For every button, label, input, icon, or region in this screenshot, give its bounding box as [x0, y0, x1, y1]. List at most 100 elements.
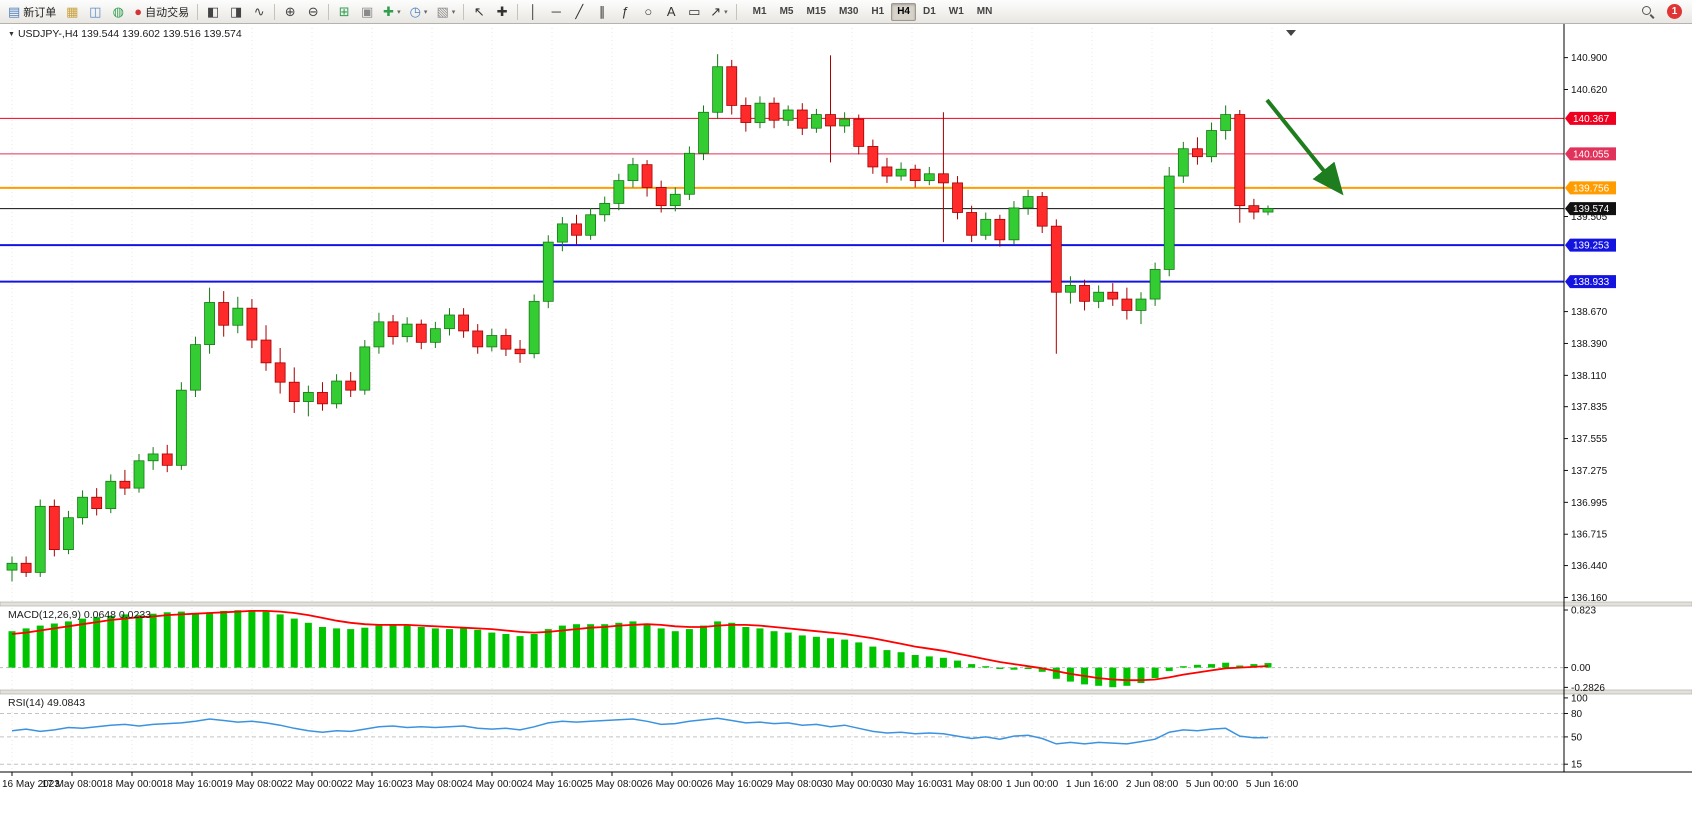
chart-window-button[interactable]: ▦ [61, 2, 83, 22]
text-icon: A [666, 4, 676, 19]
macd-histogram-bar [572, 624, 580, 668]
new-order-icon: ▤ [8, 4, 21, 19]
fibonacci-tool-button[interactable]: ƒ [614, 2, 636, 22]
timeframe-mn-button[interactable]: MN [971, 3, 999, 21]
text-tool-button[interactable]: A [660, 2, 682, 22]
macd-histogram-bar [657, 628, 665, 668]
search-button[interactable] [1637, 2, 1659, 22]
collapse-chart-icon[interactable]: ▼ [8, 31, 15, 38]
macd-histogram-bar [869, 646, 877, 668]
candle-body [825, 114, 836, 127]
candle-body [994, 218, 1006, 241]
candle-body [768, 102, 780, 121]
label-tool-button[interactable]: ▭ [683, 2, 705, 22]
candle-body [726, 66, 738, 106]
candle-body [811, 114, 822, 129]
notification-badge[interactable]: 1 [1667, 4, 1682, 19]
candle-body [161, 453, 173, 466]
market-watch-button[interactable]: ◍ [107, 2, 129, 22]
macd-histogram-bar [488, 632, 496, 668]
candle-body [627, 164, 639, 182]
periods-button[interactable]: ◷ ▾ [406, 2, 432, 22]
horizontal-line-tool-button[interactable]: ─ [545, 2, 567, 22]
trend-arrow-annotation[interactable] [1265, 98, 1344, 196]
zoom-in-button[interactable]: ⊕ [279, 2, 301, 22]
arrows-tool-button[interactable]: ↗ ▾ [706, 2, 731, 22]
candle-body [1107, 291, 1119, 300]
macd-histogram-bar [121, 614, 129, 668]
timeframe-d1-button[interactable]: D1 [917, 3, 942, 21]
timeframe-m1-button[interactable]: M1 [747, 3, 773, 21]
crosshair-tool-button[interactable]: ✚ [491, 2, 513, 22]
macd-histogram-bar [220, 610, 228, 668]
chart-ohlc-values: 139.544 139.602 139.516 139.574 [78, 28, 242, 40]
macd-histogram-bar [163, 612, 171, 668]
profile-button[interactable]: ◫ [84, 2, 106, 22]
candle-body [246, 307, 258, 341]
macd-histogram-bar [883, 650, 891, 668]
macd-axis-label: 0.823 [1571, 605, 1596, 616]
macd-histogram-bar [318, 627, 326, 668]
time-label: 18 May 16:00 [162, 779, 223, 790]
rsi-axis-label: 100 [1571, 693, 1588, 704]
zoom-out-button[interactable]: ⊖ [302, 2, 324, 22]
macd-histogram-bar [601, 624, 609, 668]
channel-tool-button[interactable]: ∥ [591, 2, 613, 22]
timeframe-h4-button[interactable]: H4 [891, 2, 916, 21]
candle-body [754, 102, 766, 123]
candlestick-type-button[interactable]: ◨ [225, 2, 247, 22]
panel-splitter[interactable] [0, 689, 1692, 695]
tile-windows-button[interactable]: ⊞ [333, 2, 355, 22]
chart-canvas[interactable]: 140.900 140.620 139.505 138.670 138.390 138.1… [0, 24, 1692, 839]
trendline-icon: ╱ [575, 4, 584, 19]
candle-body [1248, 205, 1260, 213]
macd-signal-line [11, 610, 1269, 682]
price-tick-label: 139.505 [1571, 212, 1608, 223]
horizontal-lines [0, 117, 1564, 283]
macd-histogram-bar [530, 634, 538, 668]
price-line-label [1565, 111, 1616, 125]
candle-body [500, 335, 512, 350]
timeframe-h1-button[interactable]: H1 [865, 3, 890, 21]
indicators-button[interactable]: ✚ ▾ [379, 2, 404, 22]
channel-icon: ∥ [599, 4, 606, 19]
macd-histogram-bar [996, 667, 1004, 669]
trendline-tool-button[interactable]: ╱ [568, 2, 590, 22]
templates-button[interactable]: ▧ ▾ [432, 2, 459, 22]
timeframe-m30-button[interactable]: M30 [833, 3, 864, 21]
macd-histogram-bar [1151, 667, 1159, 679]
timeframe-m15-button[interactable]: M15 [800, 3, 831, 21]
rsi-header: RSI(14) 49.0843 [8, 697, 85, 709]
cascade-windows-button[interactable]: ▣ [356, 2, 378, 22]
rsi-panel [0, 713, 1564, 765]
rsi-value: 49.0843 [44, 697, 86, 709]
macd-histogram-bar [93, 617, 101, 668]
macd-histogram-bar [1137, 667, 1145, 683]
new-order-button[interactable]: ▤ 新订单 [4, 2, 60, 22]
panel-splitter[interactable] [0, 601, 1692, 607]
toolbar-separator [517, 3, 519, 20]
bar-chart-type-button[interactable]: ◧ [202, 2, 224, 22]
rsi-line [11, 717, 1269, 745]
price-line-label-text: 140.055 [1573, 149, 1610, 160]
candle-body [444, 314, 455, 330]
candle-body [1163, 175, 1175, 270]
timeframe-m5-button[interactable]: M5 [774, 3, 800, 21]
timeframe-w1-button[interactable]: W1 [943, 3, 970, 21]
candle-body [331, 380, 342, 405]
macd-values: 0.0648 0.0233 [80, 609, 152, 621]
macd-histogram-bar [855, 642, 863, 668]
vertical-line-icon: │ [529, 4, 538, 19]
macd-histogram-bar [206, 612, 214, 668]
auto-trading-button[interactable]: ● 自动交易 [130, 2, 193, 22]
macd-histogram-bar [361, 627, 369, 668]
macd-histogram-bar [417, 627, 425, 668]
line-chart-type-button[interactable]: ∿ [248, 2, 270, 22]
vertical-line-tool-button[interactable]: │ [522, 2, 544, 22]
toolbar-buttons: ▤ 新订单 ▦ ◫ ◍ ● 自动交易 ◧ ◨ ∿ ⊕ ⊖ ⊞ ▣ ✚ ▾ ◷ ▾ ▧ ▾ ↖ ✚ │ ─ ╱ ∥ ƒ ○ A ▭ ↗ ▾ [4, 2, 740, 22]
candle-body [669, 193, 681, 207]
candle-body [712, 66, 724, 113]
cursor-tool-button[interactable]: ↖ [468, 2, 490, 22]
shapes-tool-button[interactable]: ○ [637, 2, 659, 22]
